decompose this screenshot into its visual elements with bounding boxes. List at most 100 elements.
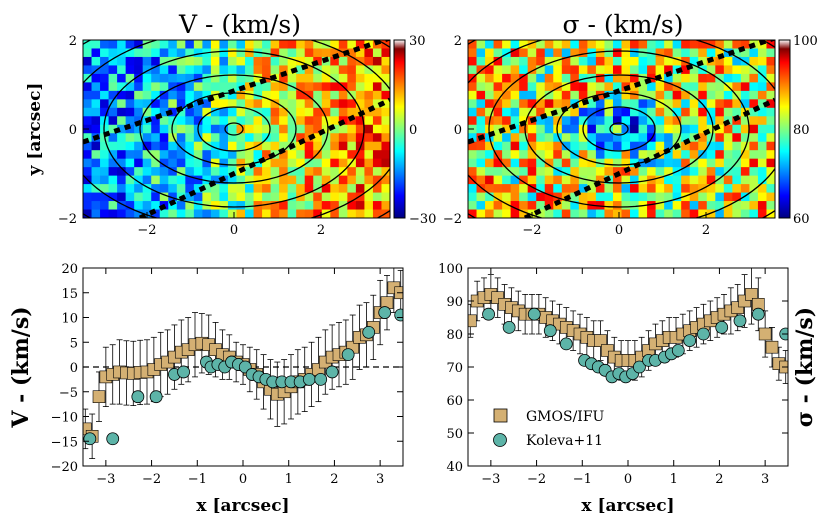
v-map-cell: [270, 40, 280, 50]
v-map-cell: [253, 124, 263, 134]
sigma-map-cell: [527, 56, 537, 67]
sigma-map-cell: [655, 141, 665, 151]
sigma-map-cell: [630, 65, 640, 75]
sigma-map-cell: [723, 90, 733, 100]
v-map-cell: [270, 184, 280, 194]
sigma-map-cell: [553, 201, 563, 211]
sigma-map-cell: [689, 124, 699, 134]
v-map-cell: [262, 158, 272, 168]
v-map-cell: [142, 167, 152, 177]
sigma-map-cell: [621, 56, 631, 67]
sigma-map-cell: [749, 192, 759, 202]
v-map-cell: [287, 124, 297, 134]
v-map-cell: [330, 65, 340, 75]
v-map-cell: [304, 40, 314, 50]
v-map-cell: [125, 175, 135, 185]
v-map-cell: [151, 56, 161, 67]
v-map-cell: [91, 167, 101, 177]
v-map-cell: [210, 99, 221, 109]
v-map-cell: [304, 184, 314, 194]
v-map-cell: [313, 40, 323, 50]
v-map-cell: [287, 158, 297, 168]
v-map-cell: [108, 90, 118, 100]
sigma-map-cell: [706, 124, 716, 134]
v-map-cell: [193, 116, 203, 126]
v-map-cell: [159, 133, 169, 143]
v-map-cell: [253, 82, 263, 92]
v-map-cell: [347, 150, 357, 160]
sigma-colorbar-tick: 80: [793, 123, 810, 138]
ytick-label: 10: [61, 312, 78, 327]
sigma-map-cell: [630, 107, 640, 117]
sigma-map-cell: [570, 184, 580, 194]
v-map-cell: [321, 141, 331, 151]
sigma-map-cell: [510, 175, 520, 185]
sigma-map-cell: [612, 65, 623, 75]
v-map-cell: [142, 192, 152, 202]
v-map-cell: [321, 184, 331, 194]
v-map-cell: [142, 90, 152, 100]
v-map-cell: [338, 56, 348, 67]
sigma-map-cell: [587, 40, 597, 50]
v-map-cell: [176, 48, 186, 58]
sigma-map-cell: [519, 133, 529, 143]
sigma-map-cell: [468, 184, 478, 194]
v-map-cell: [108, 82, 118, 92]
sigma-map-cell: [689, 167, 699, 177]
sigma-map-cell: [570, 73, 580, 83]
v-map-cell: [245, 124, 255, 134]
v-map-cell: [330, 124, 340, 134]
sigma-map-cell: [553, 150, 563, 160]
sigma-map-cell: [536, 124, 546, 134]
v-map-cell: [253, 40, 263, 50]
v-map-cell: [321, 73, 331, 83]
v-map-cell: [245, 201, 255, 211]
v-map-cell: [117, 201, 127, 211]
v-map-cell: [296, 133, 306, 143]
v-map-cell: [91, 99, 101, 109]
v-map-cell: [168, 99, 178, 109]
sigma-map-cell: [476, 192, 486, 202]
sigma-map-cell: [570, 116, 580, 126]
v-map-cell: [262, 184, 272, 194]
v-map-cell: [313, 192, 323, 202]
sigma-map-cell: [578, 158, 588, 168]
v-map-cell: [321, 90, 331, 100]
v-map-cell: [270, 48, 280, 58]
sigma-map-cell: [766, 175, 775, 185]
v-map-cell: [117, 65, 127, 75]
sigma-map-cell: [621, 184, 631, 194]
v-map-cell: [91, 82, 101, 92]
v-map-cell: [338, 124, 348, 134]
sigma-map-cell: [468, 99, 478, 109]
v-map-cell: [83, 150, 93, 160]
v-map-cell: [236, 158, 246, 168]
sigma-map-cell: [510, 65, 520, 75]
v-map-cell: [125, 201, 135, 211]
sigma-map-cell: [612, 201, 623, 211]
sigma-map-cell: [723, 150, 733, 160]
sigma-map-cell: [519, 192, 529, 202]
v-map-cell: [193, 201, 203, 211]
sigma-map-cell: [587, 167, 597, 177]
sigma-map-cell: [732, 73, 742, 83]
v-map-cell: [279, 167, 289, 177]
sigma-map-cell: [476, 82, 486, 92]
sigma-map-cell: [536, 65, 546, 75]
sigma-map-cell: [595, 124, 606, 134]
sigma-map-cell: [587, 65, 597, 75]
koleva-point: [671, 344, 685, 357]
v-map-cell: [168, 48, 178, 58]
sigma-map-ytick: −2: [443, 212, 462, 227]
v-map-cell: [279, 73, 289, 83]
sigma-map-cell: [638, 150, 648, 160]
v-map-cell: [330, 116, 340, 126]
v-map-cell: [364, 56, 374, 67]
sigma-map-cell: [621, 175, 631, 185]
gmos-point: [468, 314, 477, 328]
v-map-cell: [176, 133, 186, 143]
sigma-map-cell: [681, 192, 691, 202]
v-map-cell: [227, 192, 238, 202]
v-map-cell: [372, 48, 383, 58]
sigma-map-cell: [519, 201, 529, 211]
